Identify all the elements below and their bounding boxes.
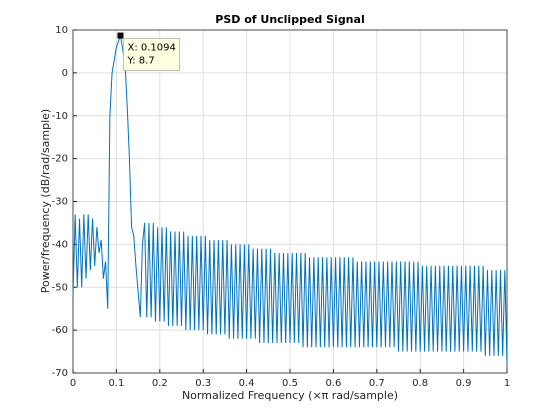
- y-tick-label: -70: [52, 368, 68, 379]
- y-tick-label: -40: [52, 239, 68, 250]
- y-tick-label: -20: [52, 154, 68, 165]
- y-tick-label: 10: [55, 25, 68, 36]
- datatip-box: [123, 38, 180, 71]
- datatip-text: X: 0.1094: [127, 43, 175, 54]
- x-tick-label: 0.2: [152, 378, 168, 389]
- x-tick-label: 0.6: [325, 378, 341, 389]
- y-axis-label: Power/frequency (dB/rad/sample): [39, 109, 52, 293]
- x-tick-label: 0.1: [108, 378, 124, 389]
- x-tick-label: 1: [504, 378, 510, 389]
- y-tick-label: -10: [52, 111, 68, 122]
- y-tick-label: -50: [52, 282, 68, 293]
- x-tick-label: 0.7: [369, 378, 385, 389]
- x-tick-label: 0.8: [412, 378, 428, 389]
- datatip-text: Y: 8.7: [126, 56, 154, 67]
- x-tick-label: 0.9: [456, 378, 472, 389]
- y-tick-label: 0: [62, 68, 68, 79]
- x-tick-label: 0.5: [282, 378, 298, 389]
- x-tick-label: 0.3: [195, 378, 211, 389]
- psd-line: [72, 35, 508, 365]
- chart-title: PSD of Unclipped Signal: [215, 13, 364, 26]
- datatip-marker: [117, 32, 124, 39]
- y-tick-label: -30: [52, 197, 68, 208]
- axes-box: [72, 29, 508, 374]
- y-tick-label: -60: [52, 325, 68, 336]
- x-axis-label: Normalized Frequency (×π rad/sample): [182, 389, 398, 402]
- x-tick-label: 0.4: [239, 378, 255, 389]
- x-tick-label: 0: [70, 378, 76, 389]
